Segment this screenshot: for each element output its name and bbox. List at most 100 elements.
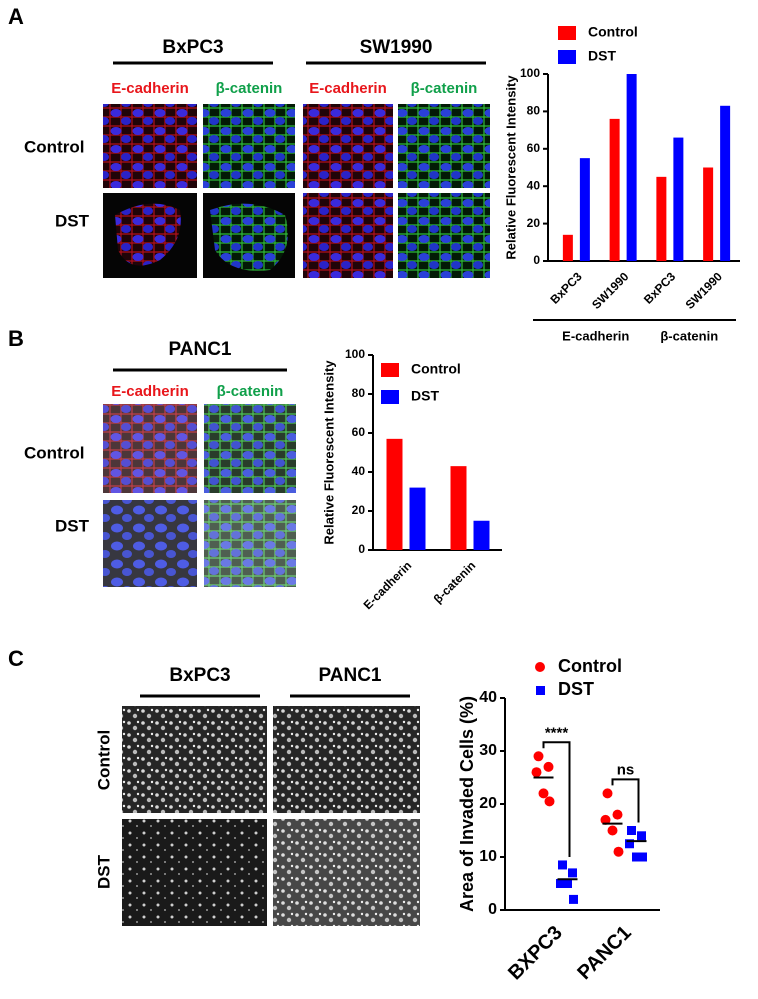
- significance-bracket: [611, 778, 640, 823]
- data-point: [563, 879, 572, 888]
- significance-bracket: [542, 741, 571, 857]
- y-tick-label: 40: [352, 464, 366, 478]
- y-tick-label: 20: [352, 503, 366, 517]
- data-point: [538, 788, 549, 799]
- legend-label: Control: [411, 361, 461, 377]
- data-point: [544, 796, 555, 807]
- bar: [609, 118, 620, 261]
- data-point: [600, 814, 611, 825]
- x-tick-label: BxPC3: [547, 269, 584, 306]
- micrograph: [103, 500, 197, 587]
- y-tick-label: 80: [352, 386, 366, 400]
- micrograph: [398, 104, 490, 188]
- data-point: [632, 852, 641, 862]
- cell-cluster: [210, 203, 288, 271]
- legend-marker: [535, 662, 545, 672]
- row-label: DST: [55, 516, 90, 535]
- row-label: Control: [24, 137, 84, 156]
- data-point: [627, 826, 636, 835]
- bar: [579, 158, 590, 261]
- panel-label: B: [8, 326, 24, 351]
- invasion-image: [273, 819, 420, 926]
- cell-line: PANC1: [169, 339, 232, 360]
- bar: [562, 234, 573, 261]
- x-tick-label: β-catenin: [431, 558, 479, 606]
- legend-label: DST: [588, 48, 616, 64]
- x-tick-label: BXPC3: [504, 922, 567, 985]
- row-label: DST: [55, 211, 90, 230]
- group-label: E-cadherin: [562, 328, 629, 343]
- x-tick-label: SW1990: [683, 269, 726, 312]
- invasion-image: [122, 706, 267, 813]
- y-axis-label: Relative Fluorescent Intensity: [503, 75, 518, 260]
- significance-label: ns: [617, 761, 635, 778]
- cell-line: PANC1: [319, 665, 382, 686]
- data-point: [556, 879, 565, 888]
- micrograph: [303, 193, 393, 278]
- cell-line: BxPC3: [162, 37, 223, 58]
- micrograph: [103, 404, 197, 493]
- stain-label: E-cadherin: [111, 383, 189, 400]
- data-point: [533, 751, 544, 762]
- x-tick-label: SW1990: [589, 269, 632, 312]
- y-tick-label: 60: [352, 425, 366, 439]
- legend-label: Control: [558, 656, 622, 676]
- panel-label: C: [8, 646, 24, 671]
- y-tick-label: 60: [527, 141, 541, 155]
- stain-label: β-catenin: [411, 80, 478, 97]
- x-tick-label: E-cadherin: [361, 558, 415, 612]
- y-axis-label: Relative Fluorescent Intensity: [321, 360, 336, 545]
- y-axis-label: Area of Invaded Cells (%): [457, 696, 477, 912]
- y-tick-label: 20: [479, 795, 497, 812]
- data-point: [569, 894, 578, 904]
- legend-swatch: [381, 363, 399, 377]
- y-tick-label: 80: [527, 104, 541, 118]
- y-tick-label: 10: [479, 848, 497, 865]
- bar: [386, 438, 403, 550]
- bar: [473, 520, 490, 550]
- legend-label: DST: [411, 388, 439, 404]
- bar: [450, 466, 467, 550]
- data-point: [637, 831, 646, 841]
- cell-cluster: [115, 203, 181, 266]
- data-point: [602, 788, 613, 799]
- data-point: [558, 860, 567, 870]
- invasion-image: [122, 819, 267, 926]
- significance-label: ****: [545, 724, 569, 741]
- cell-line: SW1990: [360, 37, 433, 58]
- y-tick-label: 40: [527, 178, 541, 192]
- data-point: [607, 825, 618, 836]
- micrograph: [204, 500, 296, 587]
- legend-swatch: [558, 26, 576, 40]
- legend-marker: [536, 686, 545, 695]
- cell-line: BxPC3: [169, 665, 230, 686]
- x-tick-label: BxPC3: [641, 269, 678, 306]
- y-tick-label: 40: [479, 689, 497, 706]
- data-point: [625, 839, 634, 849]
- x-tick-label: PANC1: [573, 922, 635, 984]
- micrograph: [103, 104, 197, 188]
- invasion-image: [273, 706, 420, 813]
- y-tick-label: 20: [527, 216, 541, 230]
- data-point: [531, 767, 542, 778]
- row-label: Control: [24, 443, 84, 462]
- group-label: β-catenin: [660, 328, 718, 343]
- micrograph: [203, 104, 295, 188]
- stain-label: β-catenin: [216, 80, 283, 97]
- stain-label: β-catenin: [217, 383, 284, 400]
- row-label: DST: [94, 854, 113, 889]
- data-point: [568, 868, 577, 878]
- bar: [720, 105, 731, 261]
- bar: [656, 176, 667, 261]
- legend-swatch: [558, 50, 576, 64]
- legend-swatch: [381, 390, 399, 404]
- y-tick-label: 100: [345, 347, 365, 361]
- bar: [409, 487, 426, 550]
- y-tick-label: 0: [533, 253, 540, 267]
- row-label: Control: [94, 730, 113, 790]
- y-tick-label: 100: [520, 66, 540, 80]
- data-point: [613, 846, 624, 857]
- y-tick-label: 0: [358, 542, 365, 556]
- y-tick-label: 30: [479, 742, 497, 759]
